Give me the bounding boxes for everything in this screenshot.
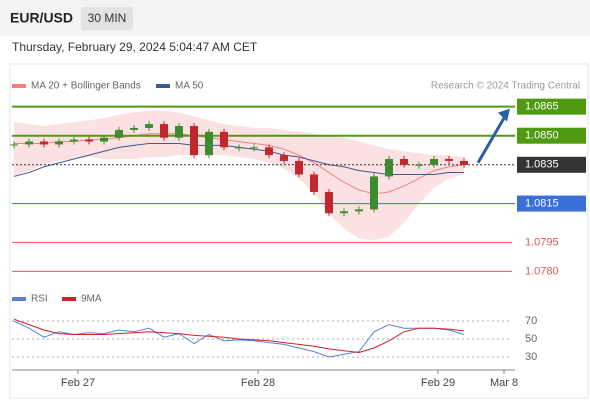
x-tick-label: Feb 27 — [61, 377, 95, 389]
legend-swatch — [12, 84, 26, 88]
candle-body — [205, 131, 213, 156]
candle-body — [445, 158, 453, 161]
legend-swatch — [12, 297, 26, 301]
candle-body — [70, 139, 78, 142]
candle-body — [100, 137, 108, 142]
candle-body — [280, 155, 288, 161]
interval: 30 MIN — [88, 11, 127, 25]
candle-body — [145, 124, 153, 128]
y-tick-label: 50 — [525, 333, 537, 345]
candle-body — [160, 124, 168, 138]
candle-body — [10, 144, 18, 146]
level-box — [517, 195, 586, 212]
indicator-line — [13, 318, 465, 354]
frame — [9, 63, 589, 399]
candle-body — [25, 141, 33, 145]
datetime: Thursday, February 29, 2024 5:04:47 AM C… — [12, 40, 258, 54]
level-label: 1.0780 — [525, 265, 559, 277]
level-label: 1.0795 — [525, 236, 559, 248]
interval-box — [81, 7, 133, 30]
level-label: 1.0850 — [525, 130, 559, 142]
level-label: 1.0815 — [525, 197, 559, 209]
level-label: 1.0835 — [525, 159, 559, 171]
legend-swatch — [156, 84, 170, 88]
candle-body — [385, 158, 393, 177]
candle-body — [310, 174, 318, 192]
candle-body — [460, 160, 468, 165]
candle-body — [85, 139, 93, 142]
legend-label: RSI — [31, 294, 48, 305]
candle-body — [40, 141, 48, 145]
level-label: 1.0865 — [525, 101, 559, 113]
candle-body — [325, 191, 333, 214]
copyright: Research © 2024 Trading Central — [431, 81, 580, 92]
level-box — [517, 98, 586, 115]
candle-body — [415, 164, 423, 166]
candle-body — [400, 158, 408, 165]
candle-body — [115, 129, 123, 138]
x-tick-label: Feb 29 — [421, 377, 455, 389]
legend-label: MA 20 + Bollinger Bands — [31, 81, 141, 92]
x-tick-label: Mar 8 — [490, 377, 518, 389]
legend-label: 9MA — [81, 294, 102, 305]
candle-body — [355, 209, 363, 212]
candle-body — [340, 211, 348, 214]
y-tick-label: 70 — [525, 315, 537, 327]
level-box — [517, 127, 586, 144]
bollinger-band — [14, 110, 464, 241]
legend-label: MA 50 — [175, 81, 204, 92]
y-tick-label: 30 — [525, 351, 537, 363]
legend-swatch — [62, 297, 76, 301]
candle-body — [55, 141, 63, 145]
candle-body — [235, 147, 243, 149]
candle-body — [250, 147, 258, 149]
candle-body — [130, 127, 138, 130]
forecast-arrowhead — [498, 108, 510, 122]
candle-body — [295, 160, 303, 175]
symbol: EUR/USD — [10, 10, 73, 26]
candle-body — [370, 176, 378, 210]
level-box — [517, 156, 586, 173]
candle-body — [175, 126, 183, 138]
candle-body — [190, 126, 198, 156]
x-tick-label: Feb 28 — [241, 377, 275, 389]
candle-body — [430, 158, 438, 165]
candle-body — [220, 131, 228, 148]
candle-body — [265, 147, 273, 156]
indicator-line — [13, 320, 465, 358]
forecast-arrow — [476, 113, 508, 164]
